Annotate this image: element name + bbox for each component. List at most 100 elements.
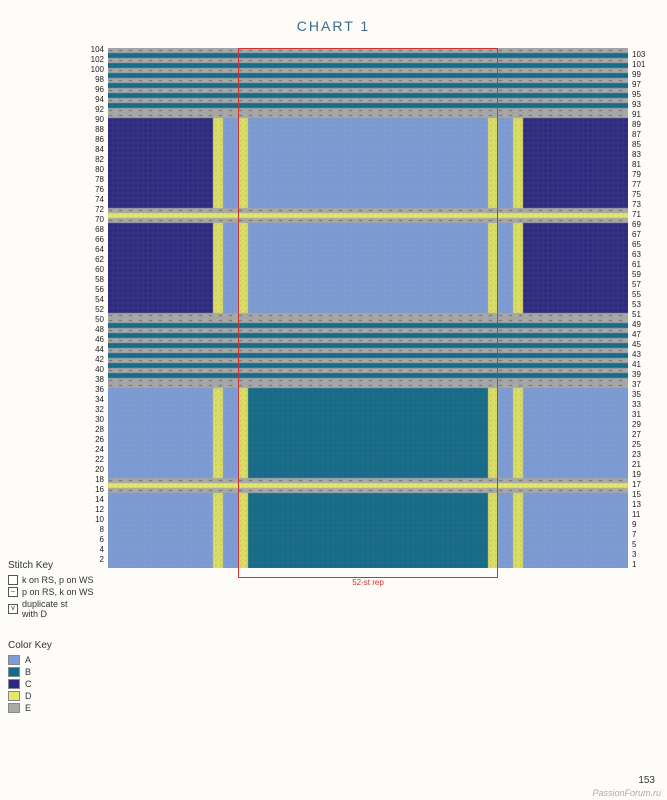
row-label: 55 (632, 290, 654, 299)
row-label: 56 (82, 285, 104, 294)
row-label: 41 (632, 360, 654, 369)
row-label: 51 (632, 310, 654, 319)
row-label: 8 (82, 525, 104, 534)
color-key-item: B (8, 667, 52, 677)
row-label: 68 (82, 225, 104, 234)
row-label: 23 (632, 450, 654, 459)
row-label: 10 (82, 515, 104, 524)
row-label: 29 (632, 420, 654, 429)
row-label: 19 (632, 470, 654, 479)
row-label: 49 (632, 320, 654, 329)
row-label: 71 (632, 210, 654, 219)
row-label: 95 (632, 90, 654, 99)
row-label: 62 (82, 255, 104, 264)
knitting-chart (108, 48, 628, 568)
row-label: 58 (82, 275, 104, 284)
color-swatch (8, 691, 20, 701)
color-swatch (8, 655, 20, 665)
row-label: 31 (632, 410, 654, 419)
color-label: E (25, 703, 31, 713)
row-label: 63 (632, 250, 654, 259)
row-label: 100 (82, 65, 104, 74)
row-label: 69 (632, 220, 654, 229)
stitch-symbol (8, 575, 18, 585)
row-label: 53 (632, 300, 654, 309)
color-label: A (25, 655, 31, 665)
row-label: 90 (82, 115, 104, 124)
stitch-key-item: k on RS, p on WS (8, 575, 94, 585)
color-label: C (25, 679, 32, 689)
row-label: 11 (632, 510, 654, 519)
row-label: 12 (82, 505, 104, 514)
row-label: 84 (82, 145, 104, 154)
row-label: 28 (82, 425, 104, 434)
stitch-symbol: v (8, 604, 18, 614)
row-label: 98 (82, 75, 104, 84)
row-label: 35 (632, 390, 654, 399)
color-key: Color Key ABCDE (8, 640, 52, 715)
row-label: 86 (82, 135, 104, 144)
row-label: 64 (82, 245, 104, 254)
row-label: 57 (632, 280, 654, 289)
row-label: 4 (82, 545, 104, 554)
row-label: 32 (82, 405, 104, 414)
row-label: 39 (632, 370, 654, 379)
row-label: 88 (82, 125, 104, 134)
row-label: 43 (632, 350, 654, 359)
row-label: 104 (82, 45, 104, 54)
row-label: 37 (632, 380, 654, 389)
row-label: 102 (82, 55, 104, 64)
row-label: 75 (632, 190, 654, 199)
row-label: 101 (632, 60, 654, 69)
row-label: 77 (632, 180, 654, 189)
color-swatch (8, 703, 20, 713)
row-label: 50 (82, 315, 104, 324)
row-label: 70 (82, 215, 104, 224)
row-label: 94 (82, 95, 104, 104)
row-label: 80 (82, 165, 104, 174)
row-label: 85 (632, 140, 654, 149)
row-label: 36 (82, 385, 104, 394)
stitch-key-header: Stitch Key (8, 560, 94, 571)
stitch-symbol: – (8, 587, 18, 597)
row-label: 92 (82, 105, 104, 114)
row-label: 97 (632, 80, 654, 89)
row-label: 93 (632, 100, 654, 109)
stitch-label: k on RS, p on WS (22, 575, 94, 585)
row-label: 81 (632, 160, 654, 169)
stitch-key-item: vduplicate st with D (8, 599, 94, 619)
row-label: 42 (82, 355, 104, 364)
color-label: D (25, 691, 32, 701)
stitch-key: Stitch Key k on RS, p on WS–p on RS, k o… (8, 560, 94, 621)
row-label: 76 (82, 185, 104, 194)
stitch-key-item: –p on RS, k on WS (8, 587, 94, 597)
row-label: 21 (632, 460, 654, 469)
stitch-label: p on RS, k on WS (22, 587, 94, 597)
row-label: 83 (632, 150, 654, 159)
row-label: 96 (82, 85, 104, 94)
row-label: 89 (632, 120, 654, 129)
row-label: 5 (632, 540, 654, 549)
color-key-item: E (8, 703, 52, 713)
row-label: 14 (82, 495, 104, 504)
row-label: 46 (82, 335, 104, 344)
row-label: 74 (82, 195, 104, 204)
color-swatch (8, 667, 20, 677)
row-label: 1 (632, 560, 654, 569)
row-label: 24 (82, 445, 104, 454)
chart-title: CHART 1 (0, 0, 667, 44)
row-label: 17 (632, 480, 654, 489)
row-label: 13 (632, 500, 654, 509)
row-label: 34 (82, 395, 104, 404)
row-label: 47 (632, 330, 654, 339)
row-label: 73 (632, 200, 654, 209)
row-label: 30 (82, 415, 104, 424)
row-label: 67 (632, 230, 654, 239)
row-label: 27 (632, 430, 654, 439)
row-label: 38 (82, 375, 104, 384)
row-label: 72 (82, 205, 104, 214)
color-key-item: C (8, 679, 52, 689)
row-label: 7 (632, 530, 654, 539)
row-label: 22 (82, 455, 104, 464)
color-key-header: Color Key (8, 640, 52, 651)
